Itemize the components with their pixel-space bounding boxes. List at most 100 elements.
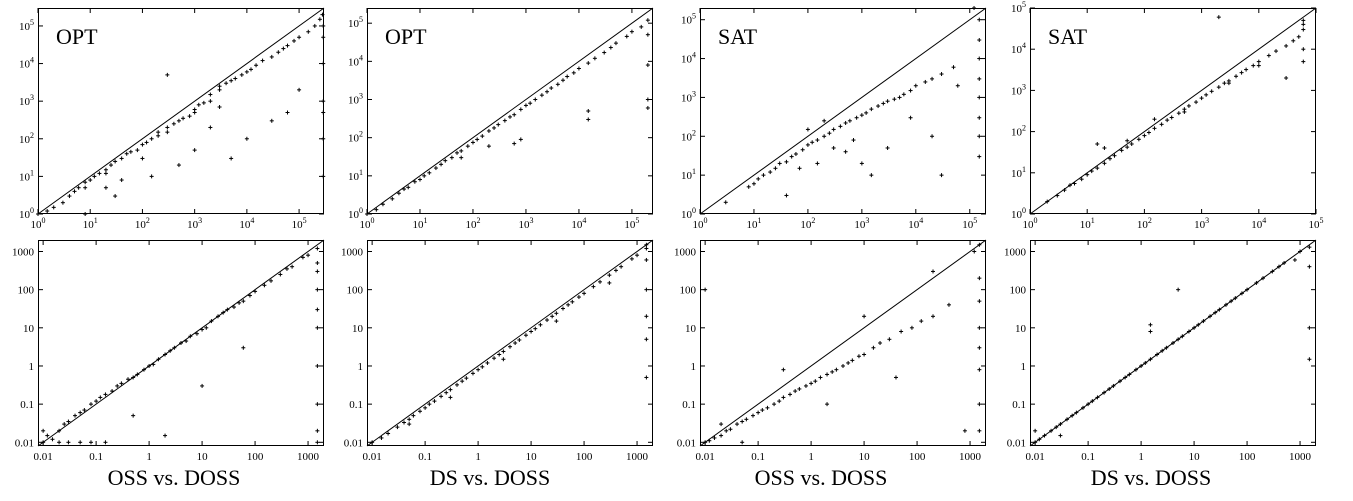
scatter-point (187, 114, 192, 119)
scatter-point (645, 105, 650, 110)
scatter-point (1037, 437, 1042, 442)
scatter-point (379, 435, 384, 440)
scatter-point (492, 356, 497, 361)
x-tick-label: 100 (1239, 451, 1256, 463)
scatter-point (1102, 145, 1107, 150)
scatter-point (645, 97, 650, 102)
scatter-point (470, 140, 475, 145)
scatter-point (565, 74, 570, 79)
scatter-point (809, 381, 814, 386)
scatter-point (512, 112, 517, 117)
scatter-point (45, 433, 50, 438)
scatter-point (977, 115, 982, 120)
x-tick-label: 105 (624, 216, 639, 231)
scatter-point (365, 212, 369, 216)
y-tick-label: 0.01 (677, 437, 696, 449)
scatter-point (108, 163, 113, 168)
scatter-point (813, 379, 818, 384)
scatter-point (972, 249, 977, 254)
scatter-point (892, 97, 897, 102)
x-tick-label: 101 (412, 216, 427, 231)
y-tick-label: 102 (1011, 124, 1026, 139)
scatter-point (439, 162, 444, 167)
scatter-point (1045, 199, 1050, 204)
y-tick-label: 102 (348, 130, 363, 145)
scatter-point (777, 161, 782, 166)
scatter-point (955, 83, 960, 88)
scatter-point (45, 209, 50, 214)
scatter-point (1192, 325, 1197, 330)
scatter-point (972, 6, 977, 10)
y-tick-label: 105 (19, 18, 34, 33)
plot-frame (367, 8, 653, 214)
scatter-point (208, 92, 213, 97)
scatter-point (407, 417, 412, 422)
scatter-point (939, 72, 944, 77)
scatter-point (113, 194, 118, 199)
scatter-point (321, 136, 326, 141)
scatter-point (644, 337, 649, 342)
scatter-point (1119, 148, 1124, 153)
scatter-point (822, 134, 827, 139)
y-tick-label: 102 (681, 128, 696, 143)
scatter-point (140, 142, 145, 147)
scatter-point (1085, 172, 1090, 177)
plot-frame (700, 240, 986, 446)
scatter-point (864, 110, 869, 115)
y-tick-label: 103 (348, 92, 363, 107)
y-tick-label: 100 (348, 206, 363, 221)
scatter-point (321, 174, 326, 179)
y-tick-label: 100 (681, 206, 696, 221)
scatter-point (1164, 345, 1169, 350)
x-tick-label: 105 (1309, 216, 1324, 231)
scatter-point (1223, 302, 1228, 307)
scatter-point (443, 158, 448, 163)
y-tick-label: 10 (1015, 323, 1027, 335)
scatter-point (570, 299, 575, 304)
scatter-point (1301, 47, 1306, 52)
scatter-point (131, 375, 136, 380)
scatter-point (977, 76, 982, 81)
scatter-point (103, 440, 108, 445)
scatter-point (1062, 188, 1067, 193)
scatter-point (229, 78, 234, 83)
x-tick-label: 100 (909, 451, 926, 463)
scatter-point (402, 420, 407, 425)
y-tick-label: 0.01 (344, 437, 363, 449)
scatter-point (41, 440, 46, 445)
x-tick-label: 0.1 (89, 451, 103, 463)
scatter-point (830, 369, 835, 374)
scatter-point (1307, 245, 1312, 250)
scatter-point (315, 260, 320, 265)
scatter-point (459, 155, 464, 160)
scatter-point (1261, 276, 1266, 281)
x-tick-label: 103 (1194, 216, 1209, 231)
plot-frame (367, 240, 653, 446)
scatter-point (1125, 145, 1130, 150)
scatter-point (538, 322, 543, 327)
scatter-point (221, 310, 226, 315)
scatter-point (893, 375, 898, 380)
scatter-point (103, 185, 108, 190)
x-tick-label: 1000 (959, 451, 982, 463)
y-tick-label: 0.01 (15, 437, 34, 449)
scatter-point (977, 38, 982, 43)
scatter-point (923, 79, 928, 84)
scatter-point (1296, 34, 1301, 39)
scatter-point (644, 375, 649, 380)
scatter-point (838, 124, 843, 129)
y-tick-label: 102 (19, 131, 34, 146)
scatter-point (854, 115, 859, 120)
scatter-point (513, 341, 518, 345)
x-tick-label: 102 (135, 216, 150, 231)
scatter-point (449, 155, 454, 160)
scatter-point (209, 319, 214, 324)
x-tick-label: 101 (746, 216, 761, 231)
y-tick-label: 100 (19, 206, 34, 221)
scatter-point (549, 86, 554, 91)
scatter-point (768, 170, 773, 175)
scatter-point (501, 357, 506, 362)
scatter-point (72, 189, 77, 194)
scatter-point (147, 363, 152, 368)
